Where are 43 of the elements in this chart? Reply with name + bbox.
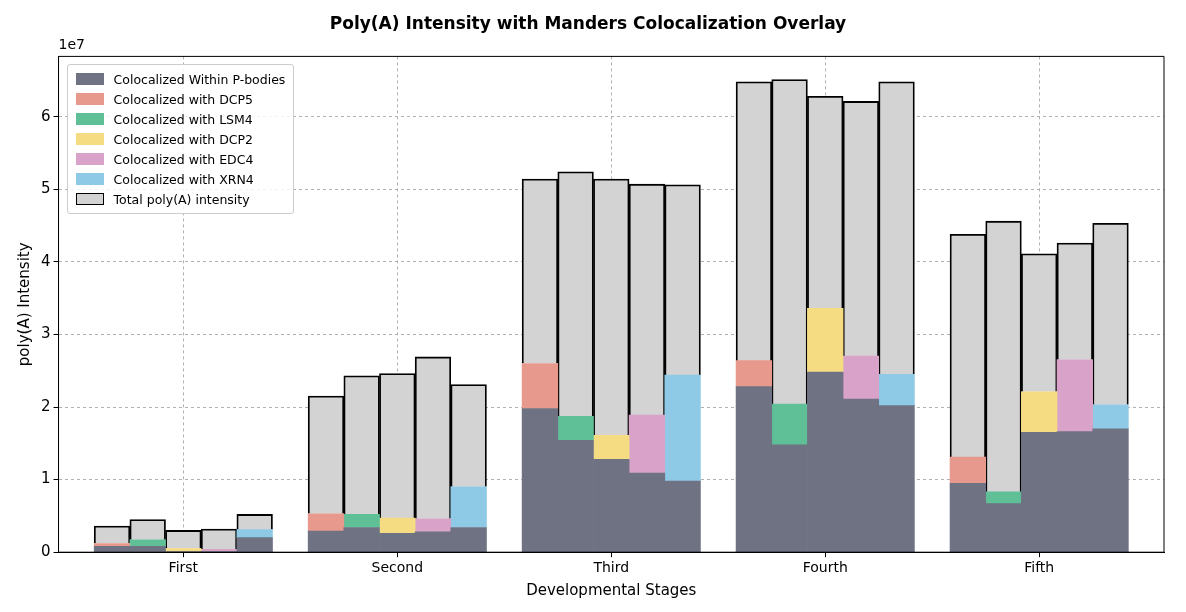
x-tick-label: Third — [592, 559, 630, 576]
legend-label: Colocalized with XRN4 — [113, 171, 254, 187]
legend-label: Total poly(A) intensity — [113, 191, 250, 207]
bar — [450, 486, 487, 528]
y-tick-label: 2 — [41, 396, 51, 415]
bar — [664, 374, 701, 482]
bar — [735, 360, 773, 388]
bar — [878, 374, 915, 406]
x-tick-label: Fourth — [802, 559, 848, 576]
x-tick-label: Second — [371, 559, 424, 576]
bar — [414, 518, 452, 533]
legend-label: Colocalized with DCP2 — [113, 131, 254, 147]
bar — [593, 435, 630, 460]
bar — [771, 403, 808, 446]
bar — [1056, 359, 1094, 433]
x-tick-label: Fifth — [1024, 559, 1055, 576]
bar — [807, 307, 844, 373]
legend-label: Colocalized Within P-bodies — [113, 71, 286, 87]
x-axis-title: Developmental Stages — [526, 580, 697, 599]
y-tick-label: 5 — [41, 179, 51, 198]
bar — [307, 513, 345, 532]
bar — [521, 363, 559, 409]
chart-title: Poly(A) Intensity with Manders Colocalization Overlay — [329, 12, 847, 33]
bar — [236, 529, 273, 539]
y-tick-label: 6 — [41, 106, 51, 125]
y-tick-label: 3 — [41, 324, 51, 343]
y-axis-title: poly(A) Intensity — [14, 242, 33, 367]
bar — [1092, 404, 1129, 430]
y-tick-label: 0 — [41, 542, 51, 561]
legend-label: Colocalized with DCP5 — [113, 91, 254, 107]
bar — [343, 514, 380, 528]
bar — [949, 456, 987, 484]
bar — [557, 416, 594, 441]
bar — [628, 414, 666, 474]
x-tick-label: First — [168, 559, 199, 576]
legend-label: Colocalized with EDC4 — [113, 151, 254, 167]
legend-label: Colocalized with LSM4 — [113, 111, 253, 127]
y-tick-label: 4 — [41, 251, 51, 270]
bar — [842, 355, 880, 400]
text: 1e7 — [58, 36, 85, 53]
bar — [379, 517, 416, 534]
y-tick-label: 1 — [41, 469, 51, 488]
bar — [1021, 391, 1058, 433]
